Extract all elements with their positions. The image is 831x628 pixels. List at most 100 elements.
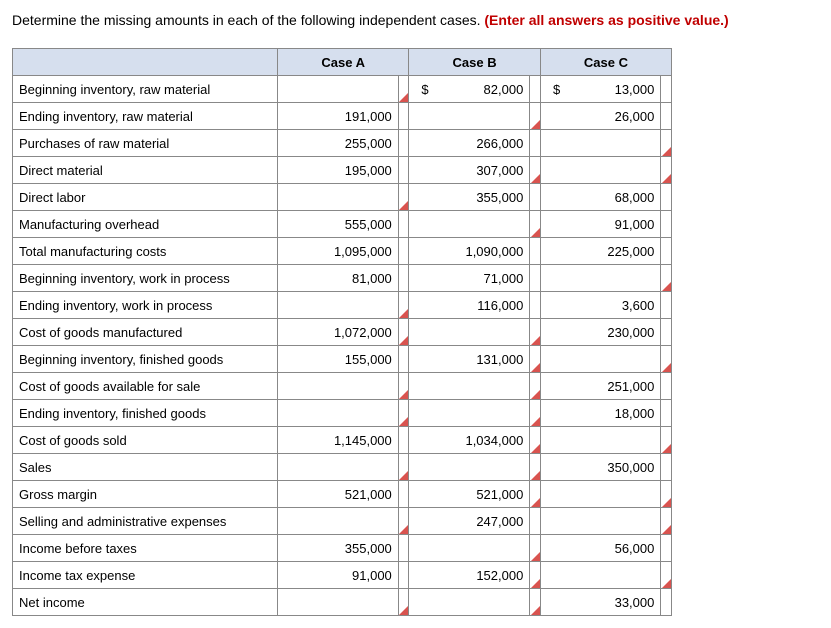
value-cell[interactable]: 116,000 [435,292,530,319]
currency-symbol [409,589,435,616]
value-cell[interactable]: 191,000 [303,103,398,130]
value-cell[interactable]: 13,000 [566,76,661,103]
value-cell[interactable]: 18,000 [566,400,661,427]
currency-symbol [278,481,304,508]
value-cell[interactable] [435,535,530,562]
currency-symbol [540,481,566,508]
row-label: Ending inventory, raw material [13,103,278,130]
value-cell[interactable]: 1,145,000 [303,427,398,454]
currency-symbol [540,508,566,535]
value-cell[interactable] [566,157,661,184]
value-cell[interactable] [435,589,530,616]
flag-cell [530,319,541,346]
row-label: Ending inventory, finished goods [13,400,278,427]
currency-symbol [278,562,304,589]
value-cell[interactable]: 1,072,000 [303,319,398,346]
value-cell[interactable]: 350,000 [566,454,661,481]
value-cell[interactable] [435,373,530,400]
flag-icon [531,444,540,453]
value-cell[interactable]: 82,000 [435,76,530,103]
value-cell[interactable]: 68,000 [566,184,661,211]
table-row: Beginning inventory, work in process81,0… [13,265,672,292]
value-cell[interactable]: 1,095,000 [303,238,398,265]
currency-symbol [409,346,435,373]
value-cell[interactable] [303,184,398,211]
value-cell[interactable]: 355,000 [435,184,530,211]
value-cell[interactable] [303,508,398,535]
value-cell[interactable]: 26,000 [566,103,661,130]
value-cell[interactable]: 71,000 [435,265,530,292]
header-row: Case A Case B Case C [13,49,672,76]
value-cell[interactable]: 521,000 [435,481,530,508]
value-cell[interactable] [435,211,530,238]
flag-cell [530,508,541,535]
value-cell[interactable]: 230,000 [566,319,661,346]
value-cell[interactable] [566,481,661,508]
flag-icon [662,444,671,453]
row-label: Direct material [13,157,278,184]
value-cell[interactable]: 81,000 [303,265,398,292]
flag-cell [530,589,541,616]
flag-cell [661,265,672,292]
value-cell[interactable] [566,265,661,292]
value-cell[interactable] [303,589,398,616]
flag-cell [530,481,541,508]
value-cell[interactable] [435,400,530,427]
value-cell[interactable] [303,292,398,319]
value-cell[interactable]: 155,000 [303,346,398,373]
row-label: Sales [13,454,278,481]
value-cell[interactable]: 152,000 [435,562,530,589]
table-row: Cost of goods available for sale251,000 [13,373,672,400]
flag-icon [531,498,540,507]
value-cell[interactable] [435,319,530,346]
value-cell[interactable]: 307,000 [435,157,530,184]
flag-cell [530,265,541,292]
flag-icon [531,471,540,480]
value-cell[interactable] [303,400,398,427]
value-cell[interactable] [566,130,661,157]
flag-cell [661,454,672,481]
flag-icon [662,174,671,183]
value-cell[interactable] [303,76,398,103]
flag-cell [661,238,672,265]
value-cell[interactable] [566,346,661,373]
value-cell[interactable]: 225,000 [566,238,661,265]
flag-cell [530,562,541,589]
value-cell[interactable]: 33,000 [566,589,661,616]
flag-cell [661,211,672,238]
value-cell[interactable]: 255,000 [303,130,398,157]
value-cell[interactable]: 131,000 [435,346,530,373]
value-cell[interactable] [566,562,661,589]
value-cell[interactable]: 266,000 [435,130,530,157]
flag-icon [399,525,408,534]
flag-cell [398,400,409,427]
value-cell[interactable]: 91,000 [566,211,661,238]
value-cell[interactable]: 247,000 [435,508,530,535]
value-cell[interactable]: 3,600 [566,292,661,319]
value-cell[interactable]: 521,000 [303,481,398,508]
value-cell[interactable] [303,373,398,400]
value-cell[interactable]: 56,000 [566,535,661,562]
table-row: Ending inventory, work in process116,000… [13,292,672,319]
value-cell[interactable] [435,454,530,481]
currency-symbol [540,184,566,211]
value-cell[interactable] [566,508,661,535]
value-cell[interactable]: 1,090,000 [435,238,530,265]
value-cell[interactable]: 251,000 [566,373,661,400]
table-row: Income before taxes355,00056,000 [13,535,672,562]
flag-icon [531,417,540,426]
value-cell[interactable] [303,454,398,481]
flag-cell [661,76,672,103]
currency-symbol [278,589,304,616]
value-cell[interactable]: 1,034,000 [435,427,530,454]
value-cell[interactable]: 195,000 [303,157,398,184]
value-cell[interactable]: 91,000 [303,562,398,589]
value-cell[interactable] [566,427,661,454]
flag-icon [662,147,671,156]
value-cell[interactable] [435,103,530,130]
value-cell[interactable]: 355,000 [303,535,398,562]
flag-icon [662,498,671,507]
value-cell[interactable]: 555,000 [303,211,398,238]
currency-symbol [278,157,304,184]
currency-symbol [409,157,435,184]
